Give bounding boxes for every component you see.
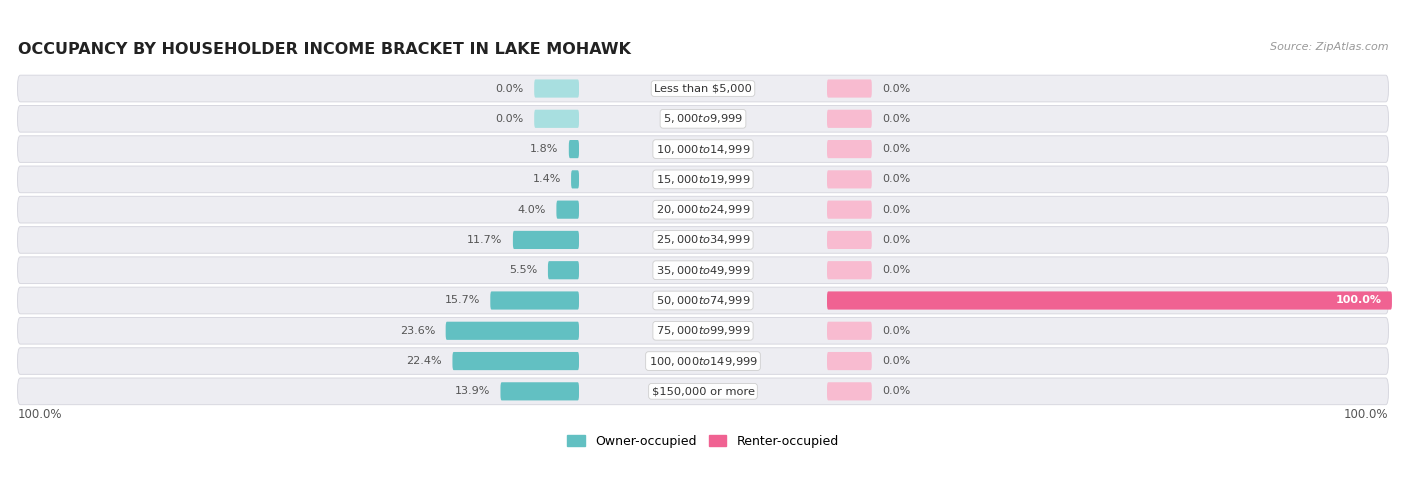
- FancyBboxPatch shape: [501, 382, 579, 400]
- Text: $10,000 to $14,999: $10,000 to $14,999: [655, 142, 751, 156]
- FancyBboxPatch shape: [827, 292, 1392, 310]
- Text: 0.0%: 0.0%: [882, 114, 910, 124]
- Text: 5.5%: 5.5%: [509, 265, 537, 275]
- Text: $50,000 to $74,999: $50,000 to $74,999: [655, 294, 751, 307]
- FancyBboxPatch shape: [17, 75, 1389, 102]
- Text: 23.6%: 23.6%: [399, 326, 436, 336]
- FancyBboxPatch shape: [513, 231, 579, 249]
- Text: Source: ZipAtlas.com: Source: ZipAtlas.com: [1270, 42, 1389, 52]
- Text: $15,000 to $19,999: $15,000 to $19,999: [655, 173, 751, 186]
- FancyBboxPatch shape: [534, 110, 579, 128]
- Text: 13.9%: 13.9%: [454, 386, 491, 397]
- Text: 1.4%: 1.4%: [533, 174, 561, 184]
- FancyBboxPatch shape: [548, 261, 579, 279]
- FancyBboxPatch shape: [827, 79, 872, 98]
- Text: 0.0%: 0.0%: [882, 265, 910, 275]
- Text: $150,000 or more: $150,000 or more: [651, 386, 755, 397]
- FancyBboxPatch shape: [17, 348, 1389, 374]
- FancyBboxPatch shape: [827, 352, 872, 370]
- FancyBboxPatch shape: [827, 261, 872, 279]
- FancyBboxPatch shape: [827, 140, 872, 158]
- FancyBboxPatch shape: [17, 317, 1389, 344]
- FancyBboxPatch shape: [571, 170, 579, 189]
- FancyBboxPatch shape: [17, 136, 1389, 162]
- Text: 0.0%: 0.0%: [496, 114, 524, 124]
- FancyBboxPatch shape: [17, 105, 1389, 132]
- FancyBboxPatch shape: [557, 201, 579, 219]
- FancyBboxPatch shape: [827, 110, 872, 128]
- FancyBboxPatch shape: [534, 79, 579, 98]
- Text: 0.0%: 0.0%: [882, 144, 910, 154]
- Text: $5,000 to $9,999: $5,000 to $9,999: [664, 112, 742, 125]
- FancyBboxPatch shape: [827, 322, 872, 340]
- Text: 15.7%: 15.7%: [444, 295, 479, 306]
- Text: 0.0%: 0.0%: [882, 84, 910, 93]
- FancyBboxPatch shape: [453, 352, 579, 370]
- Text: 11.7%: 11.7%: [467, 235, 502, 245]
- Text: $75,000 to $99,999: $75,000 to $99,999: [655, 324, 751, 337]
- Text: 22.4%: 22.4%: [406, 356, 441, 366]
- Text: OCCUPANCY BY HOUSEHOLDER INCOME BRACKET IN LAKE MOHAWK: OCCUPANCY BY HOUSEHOLDER INCOME BRACKET …: [17, 42, 630, 56]
- FancyBboxPatch shape: [17, 287, 1389, 314]
- Text: 0.0%: 0.0%: [882, 386, 910, 397]
- Text: 0.0%: 0.0%: [882, 356, 910, 366]
- Text: $20,000 to $24,999: $20,000 to $24,999: [655, 203, 751, 216]
- Text: Less than $5,000: Less than $5,000: [654, 84, 752, 93]
- FancyBboxPatch shape: [827, 201, 872, 219]
- Text: $25,000 to $34,999: $25,000 to $34,999: [655, 233, 751, 246]
- Legend: Owner-occupied, Renter-occupied: Owner-occupied, Renter-occupied: [562, 430, 844, 453]
- FancyBboxPatch shape: [827, 382, 872, 400]
- Text: 0.0%: 0.0%: [882, 205, 910, 215]
- Text: 0.0%: 0.0%: [882, 326, 910, 336]
- Text: 0.0%: 0.0%: [882, 235, 910, 245]
- Text: 1.8%: 1.8%: [530, 144, 558, 154]
- FancyBboxPatch shape: [17, 257, 1389, 283]
- Text: 4.0%: 4.0%: [517, 205, 546, 215]
- Text: $100,000 to $149,999: $100,000 to $149,999: [648, 355, 758, 367]
- FancyBboxPatch shape: [17, 226, 1389, 253]
- Text: 100.0%: 100.0%: [17, 408, 62, 420]
- Text: $35,000 to $49,999: $35,000 to $49,999: [655, 264, 751, 277]
- FancyBboxPatch shape: [491, 292, 579, 310]
- FancyBboxPatch shape: [827, 170, 872, 189]
- FancyBboxPatch shape: [17, 196, 1389, 223]
- FancyBboxPatch shape: [569, 140, 579, 158]
- Text: 100.0%: 100.0%: [1336, 295, 1382, 306]
- FancyBboxPatch shape: [446, 322, 579, 340]
- FancyBboxPatch shape: [827, 231, 872, 249]
- FancyBboxPatch shape: [17, 378, 1389, 405]
- Text: 0.0%: 0.0%: [882, 174, 910, 184]
- FancyBboxPatch shape: [17, 166, 1389, 192]
- Text: 100.0%: 100.0%: [1344, 408, 1389, 420]
- Text: 0.0%: 0.0%: [496, 84, 524, 93]
